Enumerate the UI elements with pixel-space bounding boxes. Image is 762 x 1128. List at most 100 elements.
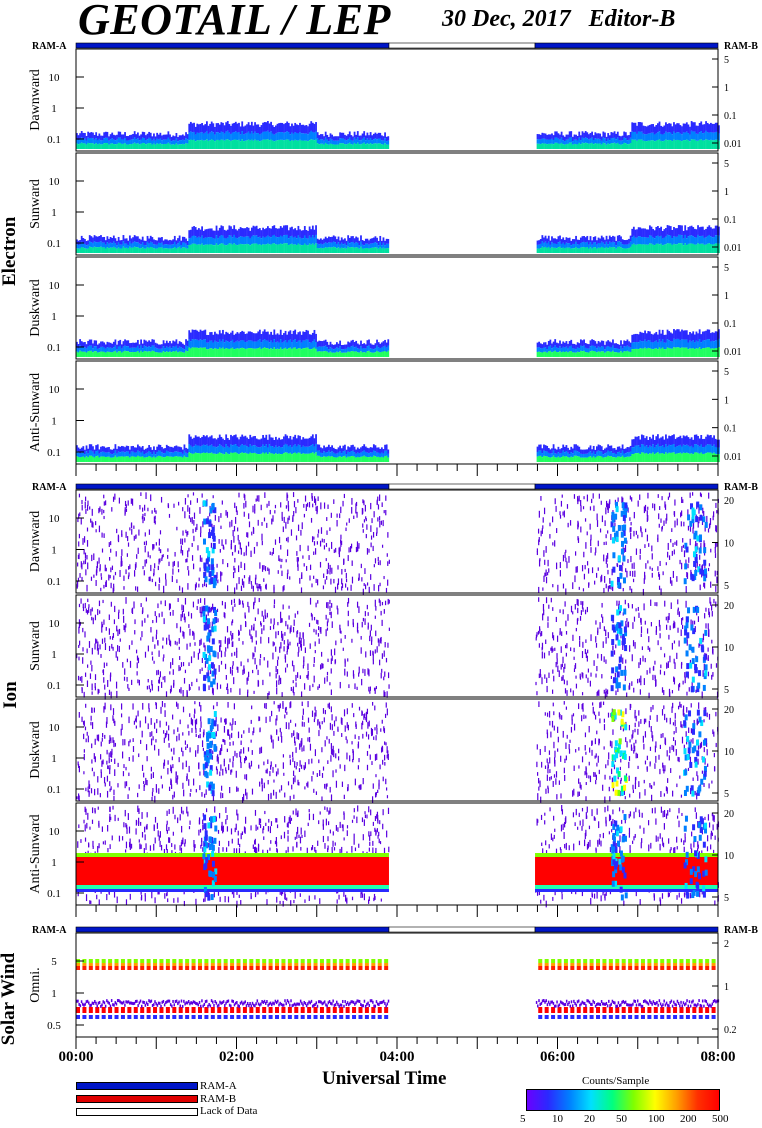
y-tick-right: 5	[724, 55, 729, 66]
y-tick-left: 1	[51, 988, 57, 1000]
panel-label: Duskward	[28, 721, 43, 779]
y-tick-left: 1	[51, 103, 57, 115]
colorbar-title: Counts/Sample	[582, 1075, 650, 1087]
y-tick-right: 0.01	[724, 347, 742, 358]
y-tick-left: 0.5	[47, 1020, 61, 1032]
y-tick-right: 5	[724, 789, 729, 800]
legend-label-ram-a: RAM-A	[200, 1080, 237, 1092]
x-tick-label: 00:00	[59, 1049, 94, 1065]
y-tick-right: 2	[724, 939, 729, 950]
colorbar-tick: 50	[616, 1113, 627, 1125]
ram-segment	[75, 926, 390, 933]
y-tick-left: 0.1	[47, 238, 61, 250]
y-tick-right: 1	[724, 291, 729, 302]
y-tick-left: 10	[49, 618, 61, 630]
editor-label: Editor-B	[588, 6, 676, 32]
y-tick-left: 1	[51, 649, 57, 661]
legend-swatch-lack	[76, 1108, 198, 1116]
y-tick-left: 10	[49, 826, 61, 838]
y-tick-right: 1	[724, 395, 729, 406]
panel-solar-wind-omni-	[75, 932, 720, 1038]
panel-ion-sunward	[75, 594, 719, 700]
legend-swatch-ram-b	[76, 1095, 198, 1103]
y-tick-left: 1	[51, 753, 57, 765]
y-tick-left: 1	[51, 416, 57, 428]
y-tick-left: 0.1	[47, 342, 61, 354]
colorbar	[526, 1089, 720, 1111]
y-tick-right: 0.1	[724, 111, 737, 122]
y-tick-right: 10	[724, 747, 734, 758]
y-tick-right: 0.1	[724, 319, 737, 330]
y-tick-left: 0.1	[47, 447, 61, 459]
y-tick-left: 1	[51, 207, 57, 219]
y-tick-left: 0.1	[47, 576, 61, 588]
colorbar-tick: 5	[520, 1113, 526, 1125]
y-tick-right: 1	[724, 83, 729, 94]
panel-electron-duskward	[75, 256, 720, 360]
y-tick-left: 10	[49, 384, 61, 396]
y-tick-left: 0.1	[47, 784, 61, 796]
ram-segment	[534, 483, 719, 490]
ram-segment	[388, 483, 536, 490]
ram-segment	[388, 926, 536, 933]
ram-segment	[75, 42, 390, 49]
y-tick-right: 5	[724, 159, 729, 170]
y-tick-left: 10	[49, 280, 61, 292]
y-tick-left: 1	[51, 311, 57, 323]
y-tick-left: 0.1	[47, 134, 61, 146]
panel-ion-anti-sunward	[75, 802, 720, 908]
ram-label-left: RAM-A	[32, 925, 67, 936]
date-editor: 30 Dec, 2017 Editor-B	[442, 6, 675, 33]
panel-label: Anti-Sunward	[28, 814, 43, 893]
page-title: GEOTAIL / LEP	[78, 0, 391, 44]
y-tick-right: 0.01	[724, 243, 742, 254]
y-tick-left: 10	[49, 722, 61, 734]
y-tick-right: 10	[724, 539, 734, 550]
y-tick-left: 1	[51, 857, 57, 869]
y-tick-left: 5	[51, 956, 57, 968]
colorbar-tick: 20	[584, 1113, 595, 1125]
x-axis-label: Universal Time	[322, 1068, 447, 1089]
y-tick-right: 20	[724, 601, 734, 612]
y-tick-right: 20	[724, 496, 734, 507]
panel-label: Omni.	[28, 967, 43, 1002]
y-tick-right: 0.01	[724, 452, 742, 463]
y-tick-left: 0.1	[47, 888, 61, 900]
y-tick-right: 1	[724, 187, 729, 198]
panel-label: Dawnward	[28, 69, 43, 130]
panel-label: Anti-Sunward	[28, 373, 43, 452]
y-tick-right: 0.2	[724, 1025, 737, 1036]
y-tick-right: 10	[724, 851, 734, 862]
y-tick-left: 1	[51, 545, 57, 557]
ram-label-right: RAM-B	[724, 482, 758, 493]
panel-ion-dawnward	[75, 489, 719, 596]
x-tick-label: 02:00	[219, 1049, 254, 1065]
y-tick-right: 5	[724, 581, 729, 592]
y-tick-right: 5	[724, 263, 729, 274]
ram-label-right: RAM-B	[724, 41, 758, 52]
y-tick-right: 5	[724, 893, 729, 904]
x-tick-label: 06:00	[540, 1049, 575, 1065]
panel-label: Sunward	[28, 621, 43, 671]
y-tick-right: 20	[724, 705, 734, 716]
panel-electron-dawnward	[75, 48, 720, 152]
legend-swatch-ram-a	[76, 1082, 198, 1090]
panel-label: Dawnward	[28, 511, 43, 572]
panel-label: Sunward	[28, 179, 43, 229]
panel-electron-anti-sunward	[75, 360, 720, 465]
y-tick-right: 0.1	[724, 215, 737, 226]
ram-label-left: RAM-A	[32, 482, 67, 493]
y-tick-left: 10	[49, 176, 61, 188]
legend-label-lack: Lack of Data	[200, 1105, 258, 1117]
colorbar-tick: 200	[680, 1113, 697, 1125]
ram-segment	[75, 483, 390, 490]
ram-segment	[534, 42, 719, 49]
panel-label: Duskward	[28, 279, 43, 337]
colorbar-tick: 500	[712, 1113, 729, 1125]
legend-label-ram-b: RAM-B	[200, 1093, 237, 1105]
y-tick-right: 20	[724, 809, 734, 820]
date-label: 30 Dec, 2017	[442, 6, 571, 32]
y-tick-right: 10	[724, 643, 734, 654]
ram-label-left: RAM-A	[32, 41, 67, 52]
